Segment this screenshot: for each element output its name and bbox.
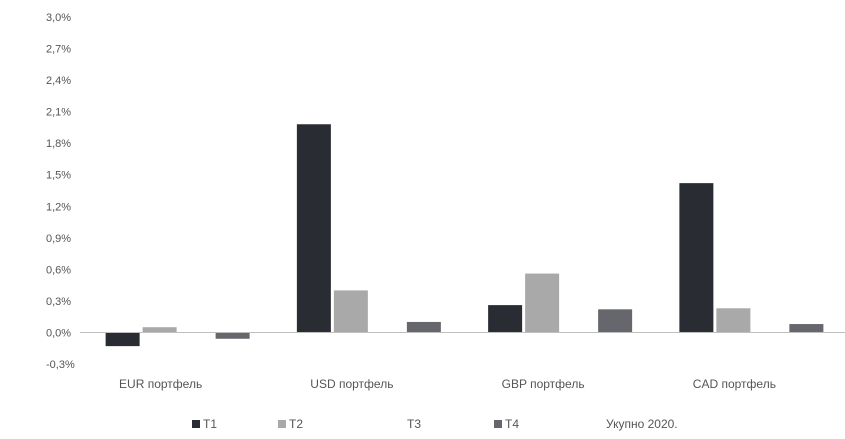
y-tick-label: 3,0%: [46, 12, 71, 24]
legend-label-t4: T4: [505, 417, 519, 431]
legend-label-t1: T1: [203, 417, 217, 431]
category-label: CAD портфель: [693, 377, 776, 391]
y-tick-label: 2,4%: [46, 75, 71, 87]
legend-label-t3: T3: [407, 417, 421, 431]
bar-t1-3: [679, 183, 714, 333]
category-label: EUR портфель: [119, 377, 202, 391]
x-axis: EUR портфель USD портфель GBP портфель CAD …: [119, 377, 776, 391]
bar-t2-1: [333, 290, 368, 333]
y-tick-label: -0,3%: [46, 359, 75, 371]
y-tick-label: 0,6%: [46, 264, 71, 276]
bar-t2-2: [525, 273, 560, 333]
category-label: USD портфель: [310, 377, 393, 391]
legend-swatch-t4: [494, 420, 502, 428]
y-axis: 3,0% 2,7% 2,4% 2,1% 1,8% 1,5% 1,2% 0,9% 0,6% 0,3%…: [46, 12, 75, 371]
bar-t4-1: [406, 321, 441, 333]
y-tick-label: 1,5%: [46, 170, 71, 182]
y-tick-label: 1,8%: [46, 138, 71, 150]
bar-t2-3: [716, 308, 751, 333]
bar-t4-0: [215, 332, 250, 339]
bars: [105, 124, 824, 347]
legend-swatch-t2: [278, 420, 286, 428]
category-label: GBP портфель: [502, 377, 585, 391]
y-tick-label: 2,7%: [46, 44, 71, 56]
y-tick-label: 1,2%: [46, 201, 71, 213]
legend-label-t2: T2: [289, 417, 303, 431]
bar-t1-0: [105, 332, 140, 347]
bar-t4-2: [598, 309, 633, 333]
bar-t2-0: [142, 327, 177, 333]
bar-t4-3: [789, 324, 824, 333]
bar-t1-2: [488, 305, 523, 333]
y-tick-label: 0,3%: [46, 296, 71, 308]
y-tick-label: 0,0%: [46, 327, 71, 339]
y-tick-label: 0,9%: [46, 233, 71, 245]
legend-swatch-t1: [192, 420, 200, 428]
legend: T1 T2 T3 T4 Укупно 2020.: [192, 417, 678, 431]
y-tick-label: 2,1%: [46, 107, 71, 119]
legend-note: Укупно 2020.: [606, 417, 678, 431]
bar-t1-1: [296, 124, 331, 333]
